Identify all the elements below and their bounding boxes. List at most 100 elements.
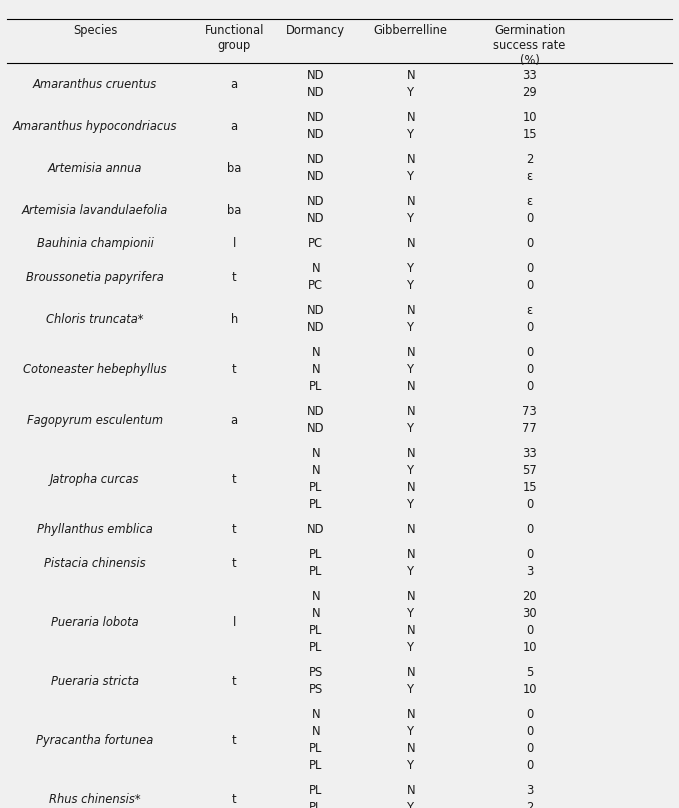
Text: Y: Y (407, 363, 414, 377)
Text: ND: ND (307, 304, 325, 318)
Text: 3: 3 (526, 565, 533, 579)
Text: 0: 0 (526, 523, 533, 537)
Text: N: N (407, 237, 415, 250)
Text: Amaranthus hypocondriacus: Amaranthus hypocondriacus (13, 120, 177, 133)
Text: ND: ND (307, 86, 325, 99)
Text: N: N (312, 363, 320, 377)
Text: PS: PS (309, 683, 323, 696)
Text: Pyracantha fortunea: Pyracantha fortunea (37, 734, 153, 747)
Text: PL: PL (309, 380, 323, 393)
Text: 77: 77 (522, 422, 537, 436)
Text: 33: 33 (522, 447, 537, 461)
Text: 29: 29 (522, 86, 537, 99)
Text: Pistacia chinensis: Pistacia chinensis (44, 557, 146, 570)
Text: ND: ND (307, 69, 325, 82)
Text: a: a (231, 78, 238, 90)
Text: Y: Y (407, 321, 414, 335)
Text: Amaranthus cruentus: Amaranthus cruentus (33, 78, 157, 90)
Text: Broussonetia papyrifera: Broussonetia papyrifera (26, 271, 164, 284)
Text: N: N (407, 304, 415, 318)
Text: ba: ba (227, 204, 242, 217)
Text: 57: 57 (522, 464, 537, 478)
Text: Y: Y (407, 801, 414, 808)
Text: PL: PL (309, 641, 323, 654)
Text: Rhus chinensis*: Rhus chinensis* (50, 793, 141, 806)
Text: ND: ND (307, 111, 325, 124)
Text: Jatropha curcas: Jatropha curcas (50, 473, 140, 486)
Text: 0: 0 (526, 346, 533, 360)
Text: N: N (407, 447, 415, 461)
Text: Y: Y (407, 262, 414, 276)
Text: Fagopyrum esculentum: Fagopyrum esculentum (27, 414, 163, 427)
Text: Y: Y (407, 86, 414, 99)
Text: 0: 0 (526, 363, 533, 377)
Text: N: N (312, 262, 320, 276)
Text: PL: PL (309, 548, 323, 562)
Text: PL: PL (309, 481, 323, 494)
Text: PL: PL (309, 624, 323, 638)
Text: N: N (407, 624, 415, 638)
Text: Species: Species (73, 24, 117, 37)
Text: Y: Y (407, 422, 414, 436)
Text: Phyllanthus emblica: Phyllanthus emblica (37, 523, 153, 537)
Text: 73: 73 (522, 405, 537, 419)
Text: 0: 0 (526, 725, 533, 739)
Text: 10: 10 (522, 683, 537, 696)
Text: 0: 0 (526, 624, 533, 638)
Text: N: N (407, 195, 415, 208)
Text: t: t (232, 793, 236, 806)
Text: t: t (232, 675, 236, 688)
Text: N: N (312, 708, 320, 722)
Text: t: t (232, 363, 236, 377)
Text: ND: ND (307, 422, 325, 436)
Text: ND: ND (307, 212, 325, 225)
Text: 10: 10 (522, 111, 537, 124)
Text: Bauhinia championii: Bauhinia championii (37, 237, 153, 250)
Text: ND: ND (307, 523, 325, 537)
Text: 0: 0 (526, 548, 533, 562)
Text: Y: Y (407, 212, 414, 225)
Text: 2: 2 (526, 153, 533, 166)
Text: Pueraria stricta: Pueraria stricta (51, 675, 139, 688)
Text: PL: PL (309, 565, 323, 579)
Text: 0: 0 (526, 498, 533, 511)
Text: ba: ba (227, 162, 242, 175)
Text: ND: ND (307, 195, 325, 208)
Text: Artemisia annua: Artemisia annua (48, 162, 142, 175)
Text: N: N (312, 590, 320, 604)
Text: 0: 0 (526, 742, 533, 755)
Text: Y: Y (407, 641, 414, 654)
Text: N: N (407, 708, 415, 722)
Text: ND: ND (307, 128, 325, 141)
Text: N: N (407, 784, 415, 797)
Text: t: t (232, 271, 236, 284)
Text: t: t (232, 473, 236, 486)
Text: Chloris truncata*: Chloris truncata* (46, 313, 144, 326)
Text: Y: Y (407, 498, 414, 511)
Text: 3: 3 (526, 784, 533, 797)
Text: Cotoneaster hebephyllus: Cotoneaster hebephyllus (23, 363, 167, 377)
Text: N: N (407, 590, 415, 604)
Text: 15: 15 (522, 481, 537, 494)
Text: Y: Y (407, 565, 414, 579)
Text: 0: 0 (526, 212, 533, 225)
Text: ND: ND (307, 170, 325, 183)
Text: 0: 0 (526, 321, 533, 335)
Text: N: N (312, 607, 320, 621)
Text: N: N (407, 380, 415, 393)
Text: PL: PL (309, 759, 323, 772)
Text: PC: PC (308, 279, 323, 292)
Text: PC: PC (308, 237, 323, 250)
Text: Functional
group: Functional group (204, 24, 264, 53)
Text: 0: 0 (526, 262, 533, 276)
Text: Dormancy: Dormancy (287, 24, 345, 37)
Text: Y: Y (407, 607, 414, 621)
Text: Y: Y (407, 725, 414, 739)
Text: l: l (233, 237, 236, 250)
Text: N: N (407, 481, 415, 494)
Text: N: N (407, 523, 415, 537)
Text: PS: PS (309, 666, 323, 680)
Text: 2: 2 (526, 801, 533, 808)
Text: ε: ε (526, 304, 533, 318)
Text: a: a (231, 414, 238, 427)
